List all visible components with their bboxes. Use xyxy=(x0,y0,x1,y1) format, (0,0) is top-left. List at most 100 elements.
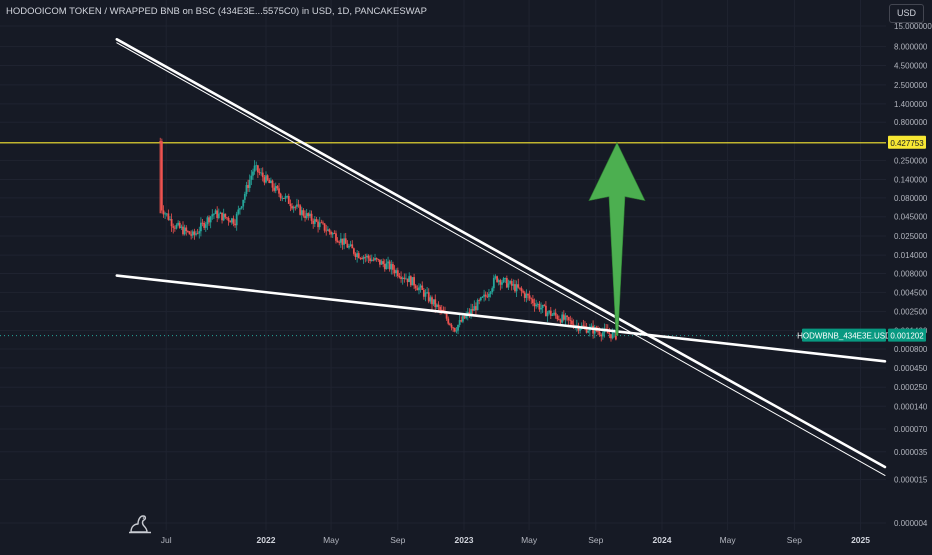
candle-body xyxy=(598,331,601,335)
candle-body xyxy=(538,303,541,310)
tradingview-dino-icon[interactable] xyxy=(128,512,154,534)
currency-button[interactable]: USD xyxy=(889,4,924,23)
candle-body xyxy=(266,175,269,180)
trendlines[interactable] xyxy=(115,38,887,476)
candle-body xyxy=(435,304,438,308)
y-tick-label: 0.800000 xyxy=(894,118,928,127)
candle-body xyxy=(468,312,471,315)
candle-body xyxy=(196,233,199,235)
candle-body xyxy=(209,216,212,223)
chart-title: HODOOICOM TOKEN / WRAPPED BNB on BSC (43… xyxy=(6,6,427,17)
up-arrow-annotation[interactable] xyxy=(588,141,646,337)
candle-body xyxy=(357,253,360,258)
resistance-line[interactable] xyxy=(0,142,886,337)
candle-body xyxy=(182,226,184,235)
candle-body xyxy=(367,255,370,259)
x-tick-label: 2023 xyxy=(455,535,474,545)
candle-body xyxy=(414,285,417,289)
candle-body xyxy=(201,222,204,224)
candle-body xyxy=(543,304,546,306)
candle-body xyxy=(567,317,570,321)
price-candles[interactable] xyxy=(159,137,617,342)
candle-body xyxy=(411,277,414,286)
candle-body xyxy=(346,243,349,248)
candle-body xyxy=(455,330,458,332)
candle-body xyxy=(265,175,267,183)
candle-body xyxy=(178,222,181,228)
candle-body xyxy=(439,306,442,310)
price-labels: 0.427753 HODWBNB_434E3E.USD 0.001202 xyxy=(797,135,926,342)
candle-body xyxy=(395,270,398,274)
candle-body xyxy=(296,204,298,207)
y-tick-label: 1.400000 xyxy=(894,100,928,109)
candle-body xyxy=(240,206,243,209)
candle-body xyxy=(579,328,581,331)
candle-body xyxy=(530,298,533,300)
candle-body xyxy=(447,318,450,324)
candle-body xyxy=(193,231,196,235)
candle-body xyxy=(416,288,419,291)
candle-body xyxy=(253,165,256,172)
candle-body xyxy=(541,304,544,308)
candle-body xyxy=(198,231,201,234)
candle-body xyxy=(390,264,393,270)
y-tick-label: 0.000800 xyxy=(894,345,928,354)
candle-body xyxy=(380,261,383,265)
trendline xyxy=(116,42,886,476)
candle-body xyxy=(322,222,324,224)
candle-body xyxy=(180,226,183,228)
candle-body xyxy=(505,278,508,288)
candle-body xyxy=(383,263,386,270)
candle-body xyxy=(313,219,316,224)
candle-body xyxy=(531,299,534,304)
candle-body xyxy=(566,315,568,318)
candle-body xyxy=(507,283,510,288)
candle-body xyxy=(554,312,557,316)
candle-body xyxy=(372,259,375,261)
candle-body xyxy=(258,172,261,174)
candle-body xyxy=(291,206,293,209)
candle-body xyxy=(317,221,319,228)
candle-body xyxy=(361,258,363,260)
candle-body xyxy=(271,180,274,188)
candle-body xyxy=(307,213,310,217)
y-tick-label: 0.000004 xyxy=(894,519,928,528)
candle-body xyxy=(175,224,178,229)
up-arrow[interactable] xyxy=(588,141,646,337)
candle-body xyxy=(188,231,191,235)
candle-body xyxy=(398,276,401,278)
candle-body xyxy=(177,222,180,225)
symbol-name-label: HODWBNB_434E3E.USD xyxy=(797,332,891,341)
resistance-price-label: 0.427753 xyxy=(890,139,924,148)
candle-body xyxy=(492,277,495,289)
candle-body xyxy=(561,314,564,323)
candle-body xyxy=(431,297,433,305)
candle-body xyxy=(502,278,505,283)
candle-body xyxy=(304,215,306,218)
candle-body xyxy=(162,210,165,215)
candle-body xyxy=(165,213,168,215)
candle-body xyxy=(229,221,232,223)
candle-body xyxy=(365,255,368,258)
candle-body xyxy=(479,297,482,301)
grid-lines xyxy=(0,0,886,530)
candle-body xyxy=(400,277,402,280)
candle-body xyxy=(558,319,560,320)
candle-body xyxy=(377,259,380,260)
candle-body xyxy=(268,179,271,184)
candle-body xyxy=(227,218,230,222)
candle-body xyxy=(309,213,311,217)
candle-body xyxy=(488,293,490,298)
candle-body xyxy=(276,186,279,189)
y-tick-label: 0.250000 xyxy=(894,156,928,165)
candle-body xyxy=(336,240,339,243)
y-tick-label: 0.014000 xyxy=(894,251,928,260)
candle-body xyxy=(237,209,240,214)
candle-body xyxy=(183,227,186,235)
candle-body xyxy=(375,258,378,260)
candle-body xyxy=(497,280,500,282)
x-tick-label: May xyxy=(720,535,737,545)
candle-body xyxy=(299,205,302,215)
